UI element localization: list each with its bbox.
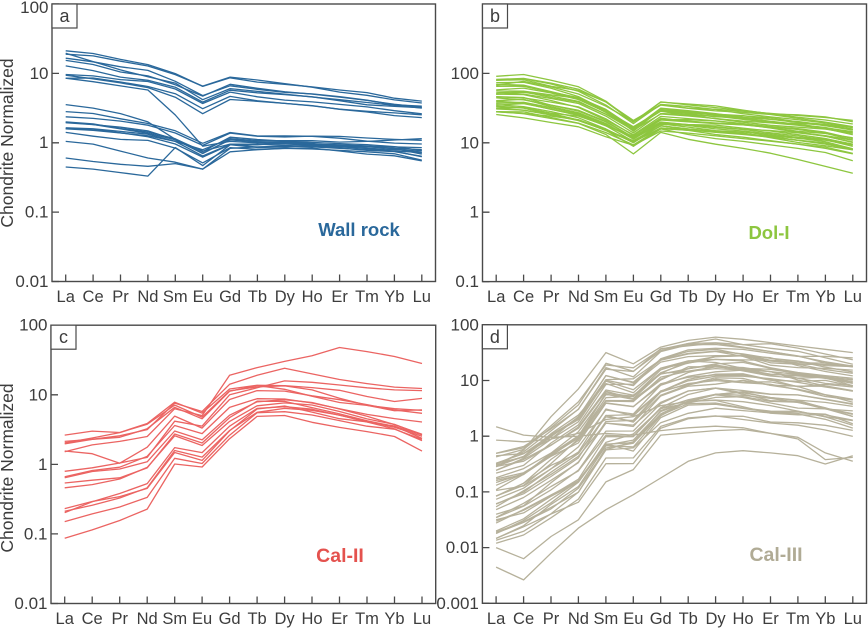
svg-text:Nd: Nd [137,288,158,306]
svg-text:Ce: Ce [513,288,534,306]
svg-text:Lu: Lu [844,610,862,628]
svg-text:Ce: Ce [513,610,534,628]
svg-text:1: 1 [469,427,478,446]
svg-text:Dy: Dy [275,288,296,306]
svg-text:0.001: 0.001 [436,594,479,613]
svg-text:Er: Er [331,288,348,306]
svg-text:Eu: Eu [193,288,213,306]
svg-text:Eu: Eu [623,610,643,628]
svg-text:Er: Er [762,288,779,306]
svg-text:Pr: Pr [111,610,128,628]
svg-text:Lu: Lu [413,610,431,628]
svg-text:Ho: Ho [732,610,753,628]
svg-text:Ho: Ho [302,288,323,306]
svg-text:Nd: Nd [568,288,589,306]
svg-text:0.01: 0.01 [446,538,479,557]
svg-text:Tm: Tm [355,610,379,628]
svg-text:Nd: Nd [568,610,589,628]
svg-text:0.1: 0.1 [455,482,479,501]
svg-text:100: 100 [451,315,479,334]
svg-text:1: 1 [38,455,47,474]
svg-text:Ce: Ce [83,288,104,306]
svg-text:Ho: Ho [733,288,754,306]
svg-text:Pr: Pr [543,610,560,628]
svg-text:Ce: Ce [82,610,103,628]
svg-text:Nd: Nd [137,610,158,628]
svg-text:Dy: Dy [706,288,727,306]
svg-text:Gd: Gd [650,610,672,628]
svg-text:Dy: Dy [706,610,727,628]
svg-text:10: 10 [460,371,479,390]
svg-text:0.1: 0.1 [24,524,48,543]
svg-text:100: 100 [19,316,47,335]
svg-text:0.1: 0.1 [25,203,49,222]
svg-text:Gd: Gd [219,288,241,306]
svg-text:La: La [57,288,76,306]
svg-text:Pr: Pr [112,288,129,306]
svg-text:Yb: Yb [815,288,835,306]
svg-text:Er: Er [762,610,779,628]
svg-text:Sm: Sm [163,288,188,306]
svg-text:La: La [487,610,506,628]
svg-text:Yb: Yb [815,610,835,628]
svg-text:d: d [490,327,500,347]
svg-text:a: a [59,6,70,26]
svg-text:La: La [56,610,75,628]
svg-text:Er: Er [331,610,348,628]
svg-text:Eu: Eu [192,610,212,628]
svg-text:Cal-III: Cal-III [749,544,802,566]
svg-text:Chondrite Normalized: Chondrite Normalized [0,383,17,552]
svg-text:100: 100 [451,64,479,83]
svg-text:Gd: Gd [219,610,241,628]
svg-text:Eu: Eu [623,288,643,306]
svg-text:100: 100 [20,0,48,17]
svg-text:1: 1 [39,133,48,152]
svg-text:10: 10 [460,133,479,152]
svg-text:Yb: Yb [384,610,404,628]
svg-text:b: b [490,6,500,26]
svg-text:Tb: Tb [679,288,698,306]
svg-text:c: c [59,327,68,347]
svg-text:Tm: Tm [786,610,810,628]
svg-text:10: 10 [30,64,49,83]
svg-text:Tb: Tb [247,610,266,628]
svg-text:Wall rock: Wall rock [318,219,400,240]
svg-text:Gd: Gd [650,288,672,306]
svg-text:Chondrite Normalized: Chondrite Normalized [0,58,17,227]
svg-text:Dol-I: Dol-I [748,222,789,243]
svg-text:1: 1 [470,203,479,222]
svg-text:Tb: Tb [679,610,698,628]
svg-text:Pr: Pr [543,288,560,306]
svg-text:0.01: 0.01 [15,272,48,291]
svg-text:Tm: Tm [786,288,810,306]
svg-text:Dy: Dy [275,610,296,628]
svg-text:Sm: Sm [594,288,619,306]
svg-text:Tm: Tm [355,288,379,306]
svg-text:Yb: Yb [384,288,404,306]
svg-text:Lu: Lu [844,288,862,306]
svg-text:Sm: Sm [162,610,187,628]
svg-text:Tb: Tb [248,288,267,306]
svg-text:0.01: 0.01 [14,594,47,613]
svg-text:La: La [487,288,506,306]
svg-text:Cal-II: Cal-II [316,545,364,567]
svg-text:Ho: Ho [301,610,322,628]
svg-text:0.1: 0.1 [455,272,479,291]
svg-text:Sm: Sm [594,610,619,628]
svg-text:10: 10 [29,385,48,404]
svg-text:Lu: Lu [413,288,431,306]
